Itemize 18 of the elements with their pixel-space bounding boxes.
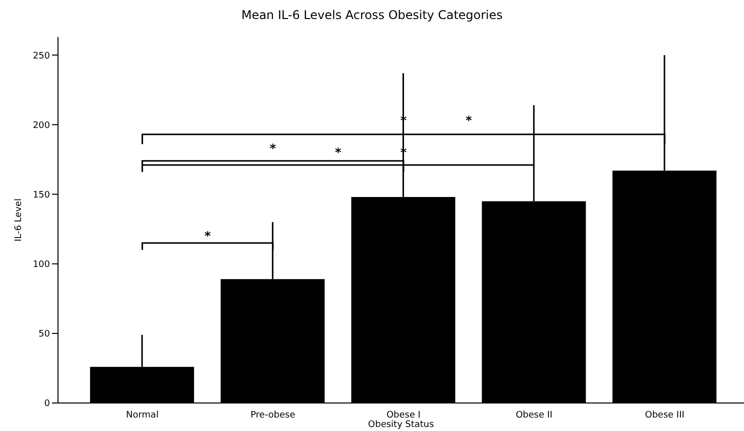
annotation: * <box>204 229 212 244</box>
x-axis-title: Obesity Status <box>368 420 434 430</box>
x-tick-label: Obese II <box>516 410 552 420</box>
y-tick-label: 50 <box>38 330 50 340</box>
y-axis-title: IL-6 Level <box>14 198 24 242</box>
chart-title: Mean IL-6 Levels Across Obesity Categories <box>240 8 504 22</box>
annotation: * <box>335 146 342 160</box>
y-tick-label: 0 <box>44 399 50 410</box>
y-tick-label: 250 <box>32 51 50 62</box>
y-tick-label: 200 <box>32 120 50 131</box>
x-tick-label: Obese III <box>645 410 684 420</box>
annotation: * <box>270 141 277 156</box>
annotation: * <box>466 114 473 128</box>
x-tick-label: Obese I <box>386 410 421 420</box>
y-tick-label: 150 <box>32 190 50 200</box>
y-tick-label: 100 <box>32 260 50 270</box>
x-tick-label: Normal <box>126 410 159 420</box>
x-tick-label: Pre-obese <box>250 410 296 420</box>
